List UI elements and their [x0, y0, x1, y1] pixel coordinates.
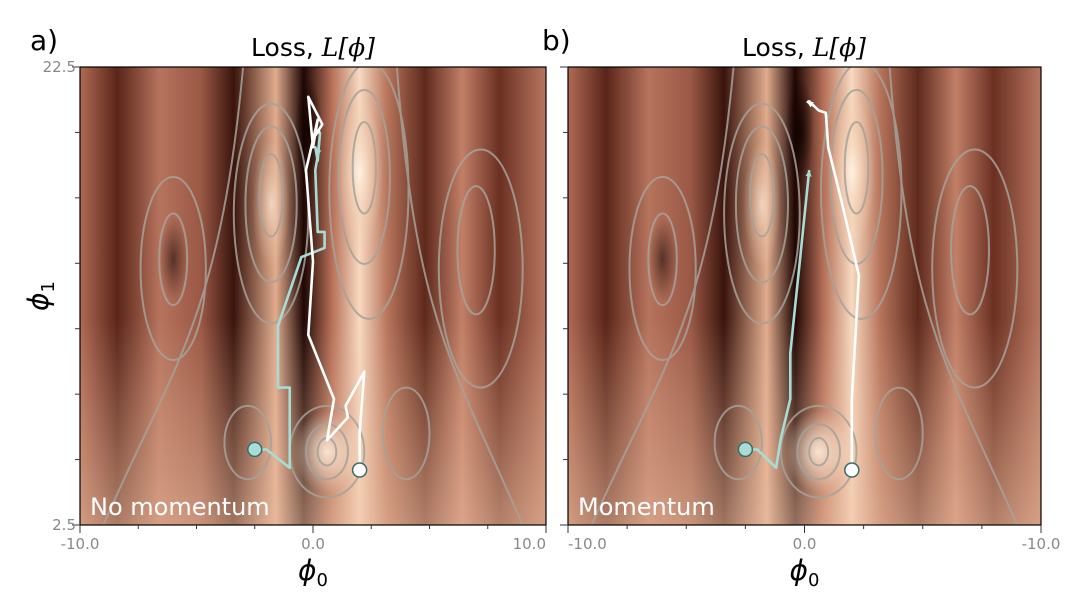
y-axis-label-symbol: ϕ [22, 292, 55, 310]
contour-ring-12 [950, 185, 990, 316]
panel-label: b) [542, 24, 571, 57]
x-axis-label: ϕ0 [790, 554, 820, 591]
heatmap-dark-valley [294, 76, 323, 187]
contour-ring-1 [749, 153, 775, 238]
trajectory-arrowhead-2 [315, 128, 322, 136]
contour-ring-8 [305, 423, 349, 481]
x-tick-label: -10.0 [568, 535, 607, 553]
contour-ring-2 [734, 125, 789, 284]
contour-ring-11 [139, 175, 207, 362]
panel-annotation: No momentum [90, 493, 270, 521]
trajectory-line-1 [254, 132, 326, 470]
contour-ring-6 [328, 67, 410, 320]
contour-ring-10 [647, 212, 678, 307]
contour-ring-4 [843, 120, 870, 215]
x-axis-ticks [79, 525, 547, 533]
heatmap-minimum-glow [294, 410, 360, 493]
contour-ring-13 [437, 148, 524, 389]
start-marker-1 [737, 441, 754, 458]
heatmap-left-ridge [252, 140, 290, 269]
x-axis-label: ϕ0 [298, 554, 328, 591]
y-axis-label-subscript: 1 [38, 281, 59, 292]
x-tick-label: 0.0 [301, 535, 325, 553]
start-marker-2 [351, 462, 368, 478]
x-axis-ticks [567, 525, 1042, 533]
panel-annotation: Momentum [578, 493, 715, 521]
trajectory-arrowhead-2 [806, 101, 814, 108]
start-marker-2 [844, 462, 860, 478]
contour-ring-8 [796, 423, 841, 481]
x-tick-label: 10.0 [513, 535, 546, 553]
chart-title-math: L[ϕ] [321, 33, 375, 62]
contour-ring-4 [351, 120, 377, 215]
contour-ring-12 [456, 185, 496, 316]
contour-ring-7 [808, 436, 830, 467]
y-tick-label: 2.5 [52, 516, 76, 534]
chart-title-math: L[ϕ] [812, 33, 866, 62]
y-tick-label: 22.5 [43, 58, 76, 76]
contour-ring-14 [713, 404, 763, 481]
x-axis-label-subscript: 0 [808, 570, 819, 591]
x-tick-label: 0.0 [793, 535, 817, 553]
x-axis-label-symbol: ϕ [298, 554, 316, 587]
heatmap-background [568, 67, 1041, 525]
heatmap-minimum-glow [785, 410, 852, 493]
heatmap-dark-pocket [159, 218, 188, 301]
contour-ring-10 [158, 212, 189, 307]
contour-curve-right [395, 67, 524, 525]
y-axis-ticks [560, 66, 568, 526]
panel-a: No momentum -10.0 0.0 10.0 2.5 22.5a) Loss, L[… [22, 24, 547, 591]
contour-ring-2 [244, 125, 298, 284]
chart-title: Loss, L[ϕ] [251, 33, 375, 62]
panel-label: a) [30, 24, 58, 57]
contour-ring-5 [337, 88, 391, 265]
contour-ring-15 [874, 386, 924, 481]
contour-curve-right [888, 67, 1019, 525]
contour-ring-13 [931, 148, 1019, 389]
trajectory-arrowhead-1 [315, 149, 322, 157]
contour-curve-left [102, 67, 245, 525]
contour-ring-11 [628, 175, 697, 362]
x-axis-label-symbol: ϕ [790, 554, 808, 587]
heatmap-background [80, 67, 546, 525]
heatmap-dark-pocket [648, 218, 677, 301]
contour-ring-1 [258, 153, 284, 238]
trajectory-line-2 [304, 95, 366, 470]
chart-title-text: Loss, [251, 33, 322, 62]
panel-b: Momentum -10.0 0.0 -10.0 b) Loss, L[ϕ] ϕ0 [542, 24, 1060, 591]
contour-curve-left [590, 67, 735, 525]
chart-title-text: Loss, [742, 33, 813, 62]
x-tick-label: -10.0 [61, 535, 100, 553]
chart-title: Loss, L[ϕ] [742, 33, 866, 62]
contour-lines [590, 67, 1019, 525]
contour-ring-14 [223, 404, 273, 481]
contour-ring-15 [381, 386, 431, 481]
start-marker-1 [247, 441, 263, 458]
contour-ring-9 [779, 404, 858, 499]
heatmap-left-ridge [743, 140, 781, 269]
heatmap-dark-valley [785, 76, 814, 187]
trajectory-line-1 [745, 169, 811, 470]
contour-ring-6 [820, 67, 903, 320]
y-axis-label: ϕ1 [22, 281, 59, 311]
trajectory-arrowhead-1 [805, 170, 812, 177]
x-tick-label: -10.0 [1022, 535, 1061, 553]
contour-ring-3 [723, 102, 801, 325]
y-axis-ticks [72, 66, 80, 526]
x-axis-label-subscript: 0 [317, 570, 328, 591]
